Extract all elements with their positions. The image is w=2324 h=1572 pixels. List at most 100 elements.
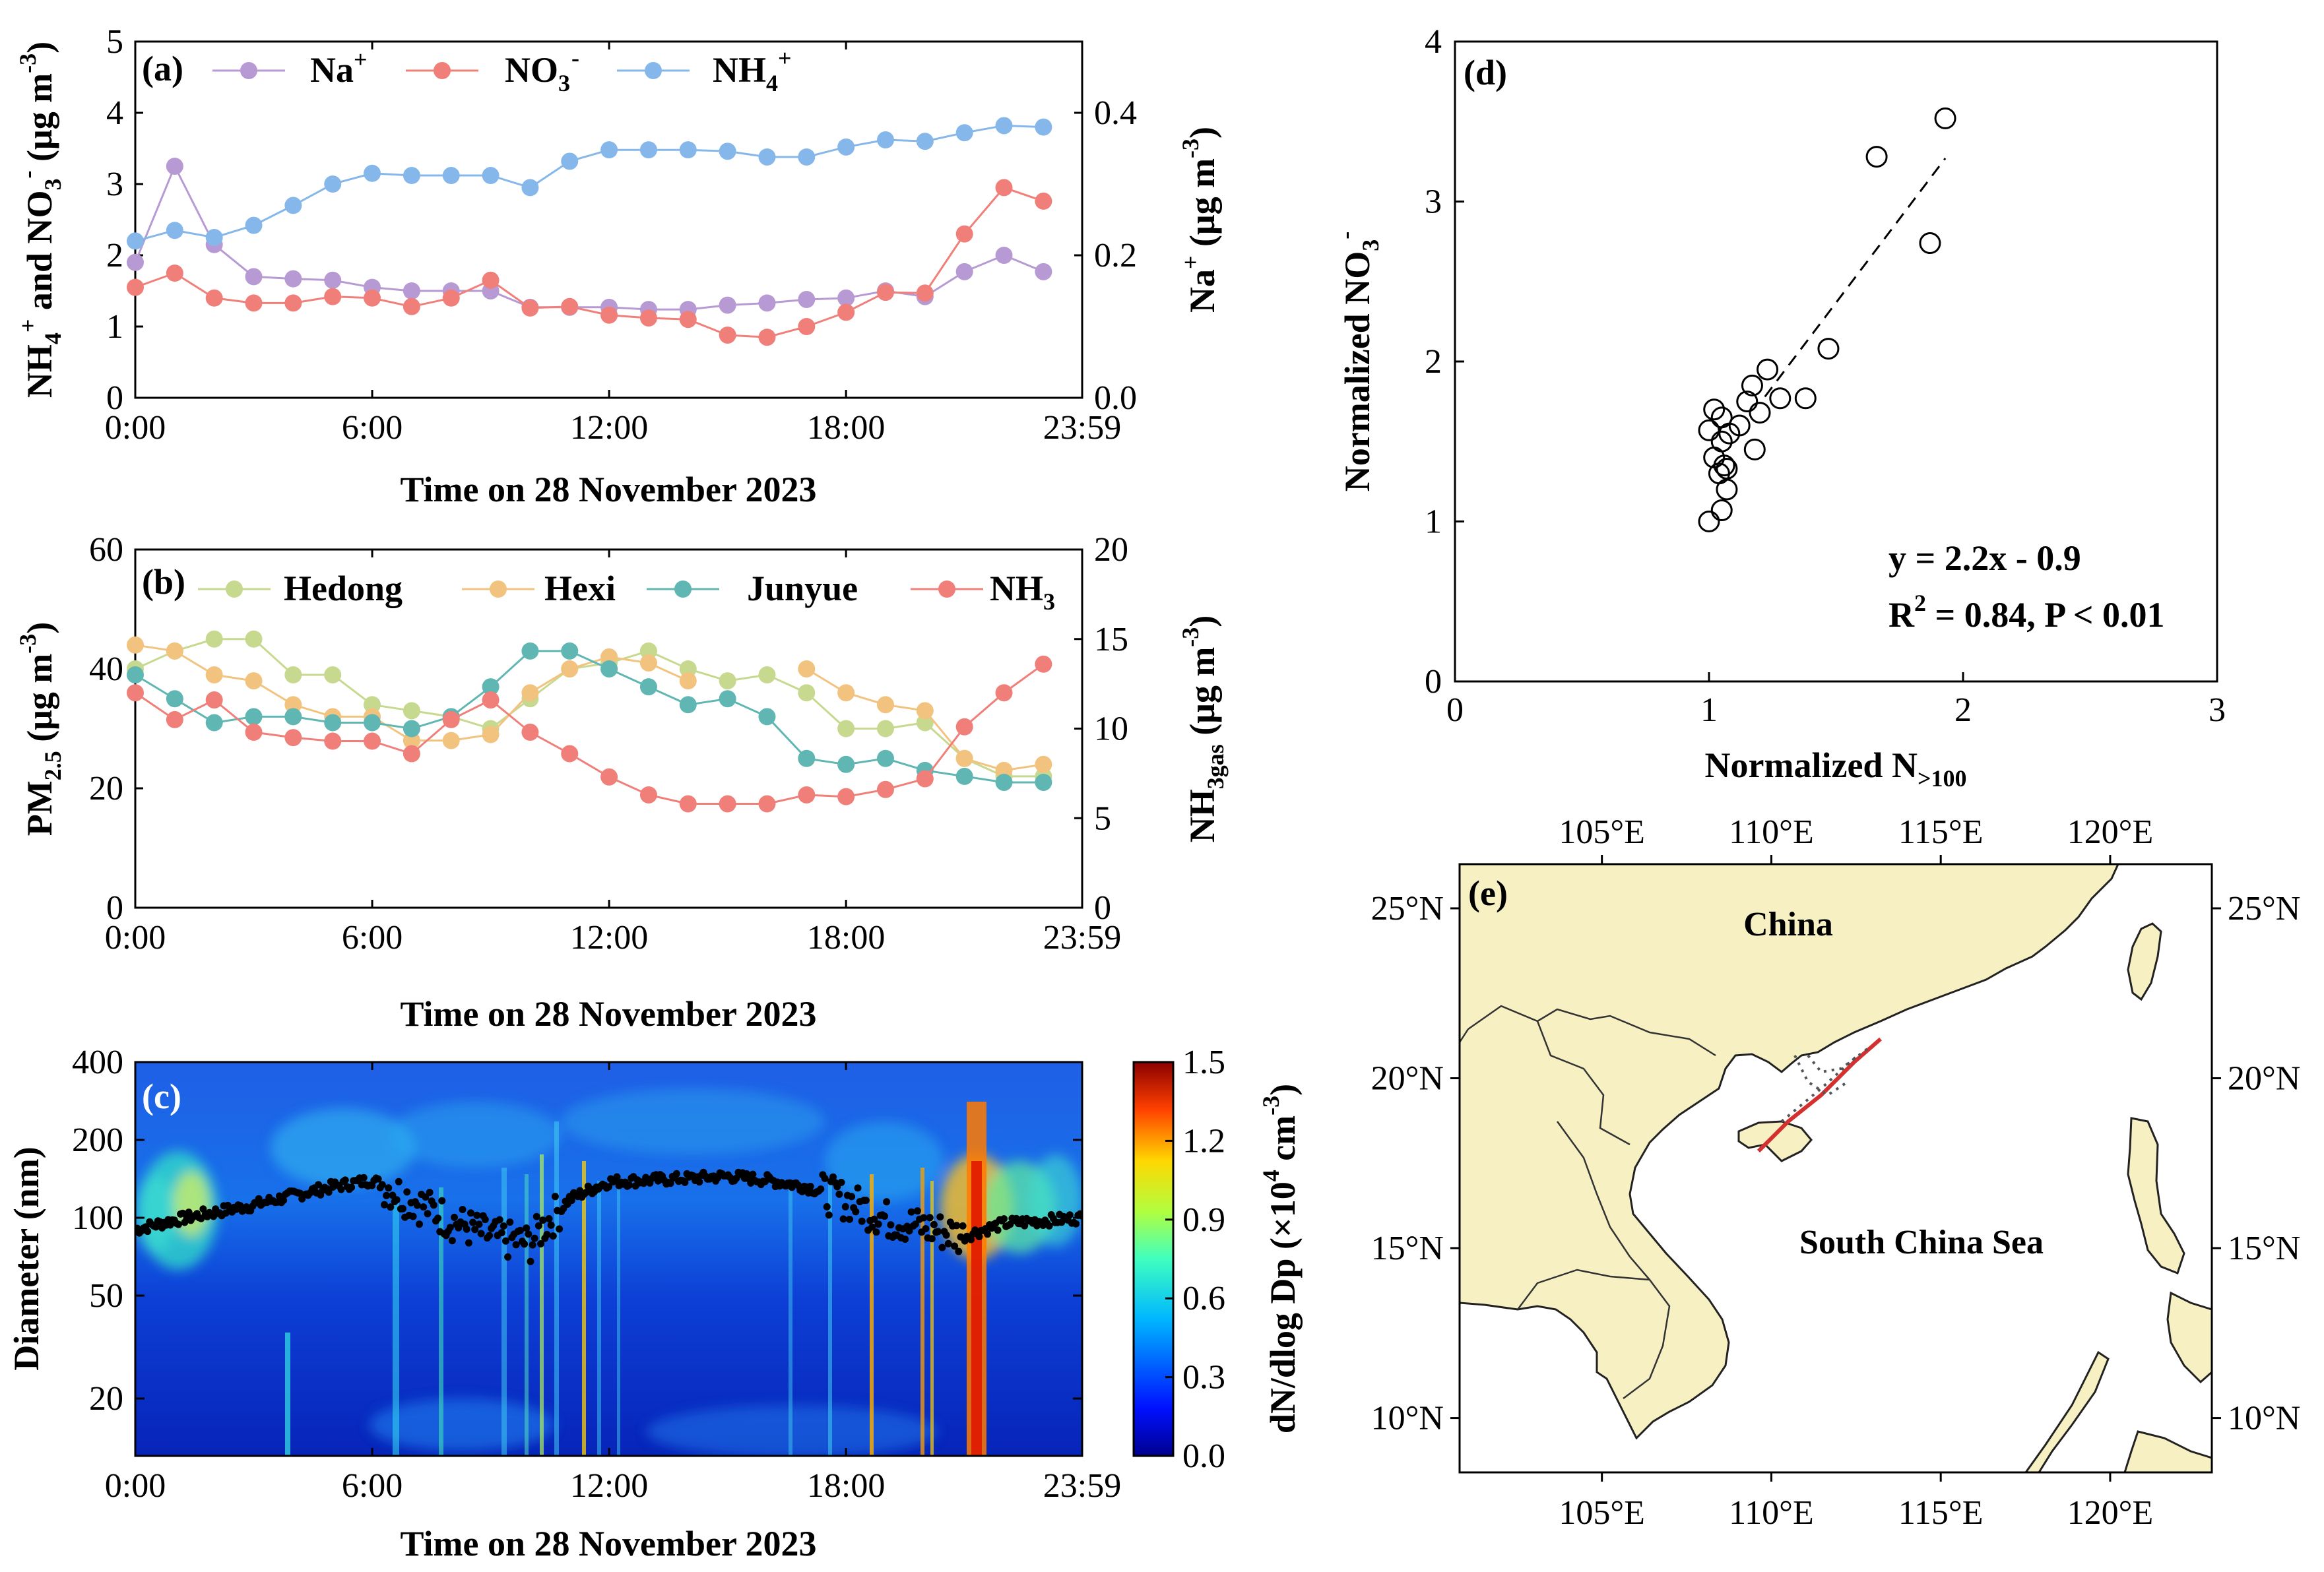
y-tick-label: 1 (1425, 503, 1442, 541)
data-point-hedong (876, 720, 894, 738)
y-left-tick-label: 60 (89, 531, 123, 569)
mode-diameter-point (817, 1185, 825, 1193)
data-point-no3 (482, 271, 500, 289)
colorbar-tick-label: 0.9 (1182, 1201, 1225, 1239)
panel-b-ylabel-right: NH3gas (μg m-3) (1177, 615, 1229, 843)
scatter-point (1794, 387, 1817, 410)
mode-diameter-point (459, 1206, 467, 1213)
scatter-point (1698, 419, 1720, 441)
data-point-hedong (403, 702, 420, 720)
mode-diameter-point (846, 1215, 853, 1223)
data-point-nh4 (127, 232, 144, 250)
place-label-china: China (1743, 906, 1833, 943)
panel-a-ylabel-left: NH4+ and NO3- (μg m-3) (15, 42, 66, 398)
lat-tick-label-right: 15°N (2228, 1230, 2300, 1267)
mode-diameter-point (534, 1222, 542, 1230)
trajectory-points (1757, 1037, 1882, 1153)
panel-c: 20 50 100 200 400 0:00 6:00 12:00 18:00 23:59 (c)… (7, 1044, 1303, 1563)
mode-diameter-point (547, 1221, 555, 1229)
mode-diameter-point (502, 1237, 509, 1245)
panel-e-map: 105°E 105°E 110°E 110°E 115°E 115°E 120°E 120°E… (1371, 813, 2301, 1532)
mode-diameter-point (434, 1214, 442, 1222)
data-point-hexi (442, 732, 460, 749)
mode-diameter-point (504, 1253, 512, 1261)
mode-diameter-point (465, 1239, 472, 1247)
panel-e-label: (e) (1468, 873, 1508, 913)
mode-diameter-point (152, 1223, 160, 1231)
data-point-nh3 (561, 745, 579, 763)
data-point-na (284, 270, 302, 288)
heatmap-vertical-streaks (285, 1102, 986, 1456)
data-point-hexi (639, 654, 657, 672)
mode-diameter-point (381, 1201, 388, 1209)
x-tick-label: 0:00 (105, 409, 166, 447)
colorbar-tick-label: 0.6 (1182, 1280, 1225, 1317)
mode-diameter-point (537, 1240, 545, 1247)
data-point-hexi (521, 684, 539, 702)
data-point-hexi (837, 684, 855, 702)
data-point-hedong (639, 642, 657, 660)
scatter-point (1934, 107, 1956, 129)
y-right-tick-label: 0.0 (1094, 379, 1137, 417)
data-point-nh3 (442, 710, 460, 728)
data-point-nh4 (245, 216, 263, 234)
legend-na-marker (240, 62, 257, 79)
mode-diameter-point (409, 1212, 417, 1220)
data-point-hexi (995, 761, 1013, 779)
mode-diameter-point (473, 1211, 481, 1219)
data-point-no3 (364, 289, 381, 307)
mode-diameter-point (527, 1257, 534, 1265)
mode-diameter-point (387, 1203, 395, 1211)
mode-diameter-point (848, 1193, 856, 1201)
data-point-nh3 (916, 770, 934, 788)
mode-diameter-point (533, 1212, 540, 1220)
data-point-nh4 (403, 167, 420, 185)
mode-diameter-point (525, 1230, 533, 1238)
lat-tick-label-right: 10°N (2228, 1400, 2300, 1437)
x-tick-label: 2 (1954, 691, 1972, 729)
data-point-no3 (837, 303, 855, 321)
mode-diameter-point (930, 1220, 938, 1228)
colorbar-tick-label: 1.5 (1182, 1044, 1225, 1081)
y-tick-label: 4 (1425, 23, 1442, 61)
panel-b-ylabel-left: PM2.5 (μg m-3) (15, 622, 66, 836)
mode-diameter-point (901, 1236, 909, 1243)
data-point-nh4 (284, 197, 302, 214)
panel-c-heatmap (135, 1062, 1082, 1456)
scatter-point (1710, 499, 1733, 522)
data-point-no3 (442, 289, 460, 307)
data-point-nh3 (798, 786, 816, 803)
mode-diameter-point (1066, 1211, 1074, 1219)
data-point-hedong (679, 660, 697, 677)
data-point-na (719, 296, 736, 314)
data-point-junyue (403, 720, 420, 738)
y-tick-label: 50 (89, 1277, 123, 1315)
legend-hedong-label: Hedong (284, 569, 403, 608)
series-line-nh3 (135, 663, 1045, 805)
y-left-tick-label: 20 (89, 770, 123, 807)
data-point-hedong (245, 630, 263, 648)
x-tick-label: 6:00 (342, 409, 403, 447)
data-point-hexi (205, 666, 223, 684)
mode-diameter-point (551, 1193, 559, 1201)
mode-diameter-point (403, 1188, 411, 1196)
panel-b-legend: Hedong Hexi Junyue NH3 (198, 569, 1055, 615)
panel-a: 0 1 2 3 4 5 0.0 0.2 0.4 0:00 6:00 12:00 18:00 23:59 (… (15, 23, 1222, 509)
data-point-na (837, 289, 855, 307)
data-point-no3 (876, 284, 894, 301)
series-line-nh4 (135, 124, 1044, 242)
mode-diameter-point (953, 1222, 961, 1230)
mode-diameter-point (928, 1235, 936, 1243)
data-point-nh4 (798, 148, 816, 166)
scatter-point (1757, 358, 1779, 381)
data-point-nh3 (1035, 655, 1052, 673)
mode-diameter-point (825, 1211, 833, 1219)
panel-d-label: (d) (1464, 53, 1507, 92)
mode-diameter-point (446, 1224, 454, 1232)
mode-diameter-point (672, 1170, 680, 1178)
panel-a-ylabel-right: Na+ (μg m-3) (1177, 127, 1222, 313)
data-point-nh3 (364, 732, 381, 750)
mode-diameter-point (549, 1232, 557, 1240)
colorbar-tick-label: 0.0 (1182, 1437, 1225, 1475)
mode-diameter-point (654, 1177, 662, 1185)
